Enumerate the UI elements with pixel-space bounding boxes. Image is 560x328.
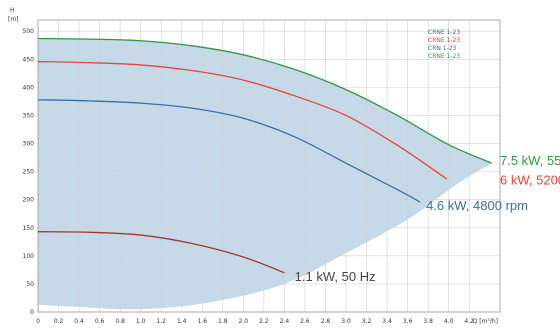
curve-annotation: 7.5 kW, 5500 rpm: [500, 153, 560, 168]
y-tick-label: 200: [23, 197, 35, 204]
plot-frame: [37, 19, 501, 313]
x-tick-label: 4.0: [444, 318, 454, 325]
legend-entry: CRN 1-23: [428, 45, 457, 52]
legend-entry: CRNE 1-23: [428, 53, 460, 60]
y-tick-label: 300: [23, 141, 35, 148]
series-lines: [37, 37, 493, 274]
x-tick-label: 0: [36, 318, 40, 325]
y-tick-label: 250: [23, 169, 35, 176]
legend-entry: CRNE 1-23: [428, 37, 460, 44]
x-tick-label: 0.4: [74, 318, 84, 325]
series-line: [37, 99, 421, 203]
y-tick-label: 50: [26, 281, 34, 288]
axes: 0 0.2 0.4 0.6 0.8 1.0 1.2 1.4 1.6 1.8 2.0 2.2 2.4 2.6…: [8, 7, 498, 325]
x-tick-label: 1.8: [218, 318, 228, 325]
curve-annotation: 1.1 kW, 50 Hz: [295, 269, 376, 284]
y-tick-label: 500: [23, 28, 35, 35]
x-tick-label: 3.2: [362, 318, 372, 325]
x-tick-label: 3.4: [382, 318, 392, 325]
y-tick-label: 350: [23, 112, 35, 119]
y-tick-label: 0: [30, 309, 34, 316]
x-tick-label: 2.2: [259, 318, 269, 325]
x-tick-label: 1.6: [197, 318, 207, 325]
x-tick-label: 2.6: [300, 318, 310, 325]
legend-entry: CRNE 1-23: [428, 29, 460, 36]
operating-region: [38, 38, 492, 310]
x-tick-label: 3.6: [403, 318, 413, 325]
x-tick-label: 2.4: [280, 318, 290, 325]
x-tick-label: 3.8: [423, 318, 433, 325]
x-tick-label: 3.0: [341, 318, 351, 325]
series-line: [37, 37, 493, 164]
x-tick-label: 2.8: [321, 318, 331, 325]
y-tick-label: 450: [23, 56, 35, 63]
x-tick-label: 2.0: [239, 318, 249, 325]
operating-region-fill: [38, 38, 492, 310]
annotations: 7.5 kW, 5500 rpm 6 kW, 5200 rpm 4.6 kW, 48…: [295, 153, 560, 284]
y-axis-unit: [m]: [8, 16, 19, 23]
y-axis-title: H: [10, 7, 15, 14]
series-line: [37, 60, 447, 180]
x-tick-label: 1.4: [177, 318, 187, 325]
x-tick-label: 1.2: [156, 318, 166, 325]
x-tick-label: 0.2: [54, 318, 64, 325]
y-tick-label: 100: [23, 253, 35, 260]
x-tick-label: 1.0: [136, 318, 146, 325]
x-tick-label: 0.6: [95, 318, 105, 325]
series-line: [37, 231, 285, 274]
curve-annotation: 6 kW, 5200 rpm: [500, 173, 560, 188]
curve-annotation: 4.6 kW, 4800 rpm: [426, 198, 528, 213]
x-axis-title: Q [m³/h]: [473, 318, 498, 325]
x-tick-label: 0.8: [115, 318, 125, 325]
y-tick-label: 150: [23, 225, 35, 232]
x-tick-label: 4.2: [464, 318, 474, 325]
y-tick-label: 400: [23, 84, 35, 91]
